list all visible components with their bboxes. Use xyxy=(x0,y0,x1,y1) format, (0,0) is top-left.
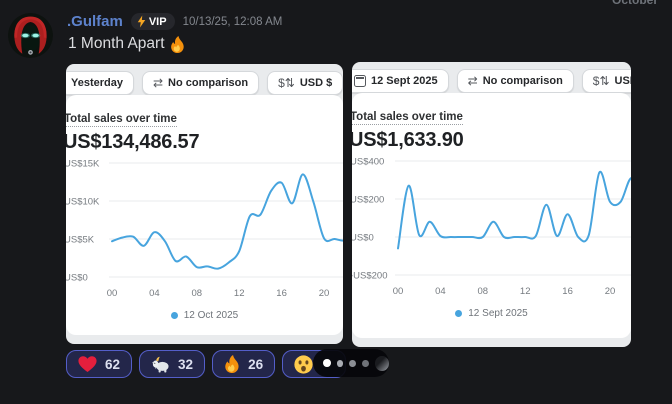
message-header: .Gulfam VIP 10/13/25, 12:08 AM xyxy=(67,13,282,30)
analytics-screenshot-left[interactable]: Yesterday ⇄ No comparison $⇅ USD $ Total… xyxy=(66,64,343,344)
metric-label[interactable]: Total sales over time xyxy=(352,111,463,125)
message-text: 1 Month Apart xyxy=(68,35,185,53)
sales-line-chart: US$400 US$200 US$0 -US$200 00 04 08 12 16 20 xyxy=(352,157,631,297)
filter-button-row: 12 Sept 2025 ⇄ No comparison $⇅ USD $ xyxy=(352,69,631,93)
svg-text:08: 08 xyxy=(192,288,203,299)
dollar-transfer-icon: $⇅ xyxy=(278,76,295,90)
svg-text:US$400: US$400 xyxy=(352,157,384,168)
svg-text:US$200: US$200 xyxy=(352,195,384,206)
vip-badge-label: VIP xyxy=(148,15,167,28)
svg-text:20: 20 xyxy=(319,288,330,299)
chart-legend: 12 Sept 2025 xyxy=(352,308,631,319)
svg-text:US$0: US$0 xyxy=(66,273,88,284)
calendar-icon xyxy=(354,75,366,87)
reaction-count: 26 xyxy=(248,356,264,372)
date-range-button[interactable]: Yesterday xyxy=(66,71,134,95)
message-text-content: 1 Month Apart xyxy=(68,35,165,52)
svg-text:00: 00 xyxy=(107,288,118,299)
surprised-face-icon xyxy=(294,354,313,374)
svg-text:08: 08 xyxy=(478,286,489,297)
reaction-count: 32 xyxy=(178,356,194,372)
reaction-surprised[interactable] xyxy=(282,349,390,378)
metric-value: US$134,486.57 xyxy=(66,131,200,153)
carousel-dot xyxy=(323,359,331,367)
legend-label: 12 Oct 2025 xyxy=(183,310,239,321)
hooded-figure-avatar-image xyxy=(8,13,53,58)
legend-dot xyxy=(455,310,463,317)
svg-text:-US$200: -US$200 xyxy=(352,271,388,282)
reaction-count: 62 xyxy=(105,356,121,372)
username[interactable]: .Gulfam xyxy=(67,13,123,30)
date-range-button[interactable]: 12 Sept 2025 xyxy=(352,69,449,93)
chart-panel: Total sales over time US$1,633.90 US$400… xyxy=(352,93,631,338)
svg-text:US$0: US$0 xyxy=(352,233,374,244)
legend-dot xyxy=(170,312,178,319)
svg-text:US$10K: US$10K xyxy=(66,197,100,208)
legend-label: 12 Sept 2025 xyxy=(468,308,528,319)
red-heart-icon xyxy=(78,355,97,372)
svg-text:16: 16 xyxy=(276,288,287,299)
svg-text:00: 00 xyxy=(393,286,404,297)
avatar[interactable] xyxy=(8,13,53,58)
carousel-dots-overlay xyxy=(313,349,390,377)
carousel-dot xyxy=(349,359,357,367)
vip-badge: VIP xyxy=(130,13,175,30)
svg-text:12: 12 xyxy=(520,286,531,297)
metric-label[interactable]: Total sales over time xyxy=(66,113,177,127)
sales-line-chart: US$15K US$10K US$5K US$0 00 04 08 12 16 20 xyxy=(66,159,343,299)
svg-text:US$5K: US$5K xyxy=(66,235,95,246)
analytics-screenshot-right[interactable]: 12 Sept 2025 ⇄ No comparison $⇅ USD $ To… xyxy=(352,62,631,347)
lightning-bolt-icon xyxy=(137,15,146,28)
svg-text:US$15K: US$15K xyxy=(66,159,100,170)
carousel-dot xyxy=(336,359,344,367)
goat-icon xyxy=(152,356,169,373)
compare-arrows-icon: ⇄ xyxy=(152,76,164,90)
fire-icon xyxy=(225,355,239,373)
comparison-button[interactable]: ⇄ No comparison xyxy=(141,71,260,95)
reaction-goat[interactable]: 32 xyxy=(139,350,206,378)
comparison-button[interactable]: ⇄ No comparison xyxy=(456,69,574,93)
svg-text:20: 20 xyxy=(605,286,616,297)
date-divider-clipped: October xyxy=(611,0,658,7)
filter-button-row: Yesterday ⇄ No comparison $⇅ USD $ xyxy=(66,71,343,95)
fire-icon xyxy=(170,35,184,53)
chart-legend: 12 Oct 2025 xyxy=(66,310,343,321)
reaction-heart[interactable]: 62 xyxy=(66,350,133,378)
carousel-dot xyxy=(362,359,369,367)
svg-text:16: 16 xyxy=(562,286,573,297)
chart-panel: Total sales over time US$134,486.57 US$1… xyxy=(66,95,343,335)
currency-button[interactable]: $⇅ USD $ xyxy=(581,69,631,93)
svg-text:04: 04 xyxy=(435,286,446,297)
currency-button[interactable]: $⇅ USD $ xyxy=(267,71,343,95)
svg-text:12: 12 xyxy=(234,288,245,299)
compare-arrows-icon: ⇄ xyxy=(467,74,478,88)
moon-circle-icon xyxy=(374,355,390,371)
dollar-transfer-icon: $⇅ xyxy=(592,74,610,88)
timestamp: 10/13/25, 12:08 AM xyxy=(182,15,283,28)
reactions-row: 62 32 26 xyxy=(66,349,390,378)
svg-text:04: 04 xyxy=(149,288,160,299)
reaction-fire[interactable]: 26 xyxy=(212,350,276,378)
metric-value: US$1,633.90 xyxy=(352,129,464,151)
